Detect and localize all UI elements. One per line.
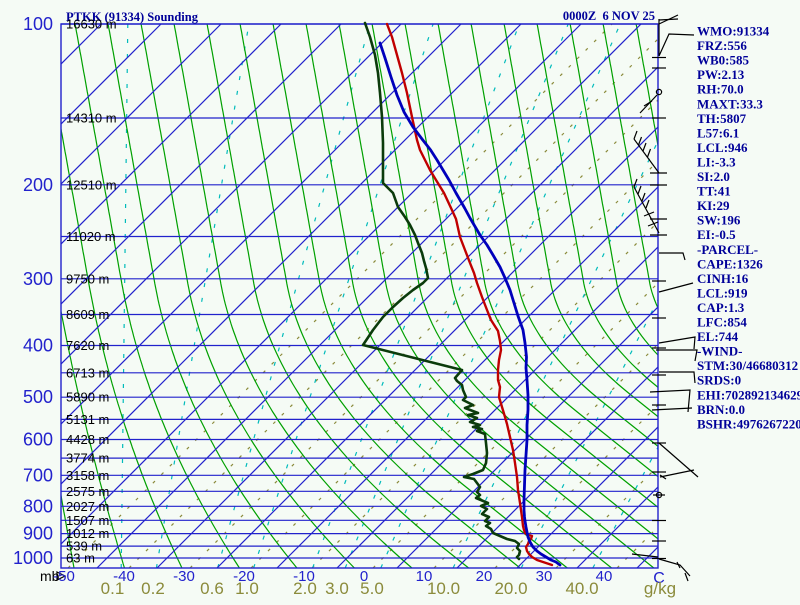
svg-text:10.0: 10.0 [427,579,460,598]
svg-text:12510 m: 12510 m [66,177,117,192]
svg-text:3774 m: 3774 m [66,451,109,466]
svg-text:L57:6.1: L57:6.1 [697,125,739,140]
svg-text:-30: -30 [173,568,195,585]
svg-text:-WIND-: -WIND- [697,344,743,359]
svg-text:SI:2.0: SI:2.0 [697,169,730,184]
svg-text:RH:70.0: RH:70.0 [697,82,744,97]
svg-text:2.0: 2.0 [293,579,317,598]
svg-text:500: 500 [23,387,53,407]
svg-text:20.0: 20.0 [494,579,527,598]
svg-text:SW:196: SW:196 [697,213,741,228]
svg-text:CAPE:1326: CAPE:1326 [697,256,763,271]
svg-text:PTKK (91334) Sounding: PTKK (91334) Sounding [66,10,199,24]
svg-text:0.6: 0.6 [200,579,224,598]
svg-text:1000: 1000 [13,548,53,568]
svg-text:6713 m: 6713 m [66,365,109,380]
svg-text:14310 m: 14310 m [66,111,117,126]
svg-text:5890 m: 5890 m [66,390,109,405]
svg-text:LFC:854: LFC:854 [697,315,747,330]
svg-text:KI:29: KI:29 [697,198,730,213]
svg-text:0: 0 [360,568,368,585]
svg-text:EI:-0.5: EI:-0.5 [697,227,736,242]
svg-text:4428 m: 4428 m [66,432,109,447]
svg-text:10: 10 [416,568,433,585]
svg-text:-10: -10 [293,568,315,585]
svg-text:30: 30 [536,568,553,585]
svg-text:3158 m: 3158 m [66,468,109,483]
svg-text:0000Z 6 NOV 25: 0000Z 6 NOV 25 [563,9,655,23]
svg-text:1.0: 1.0 [235,579,259,598]
svg-text:LCL:919: LCL:919 [697,285,748,300]
svg-text:300: 300 [23,269,53,289]
svg-text:40: 40 [596,568,613,585]
svg-text:EHI:70289213462928: EHI:70289213462928 [697,387,800,402]
svg-text:11020 m: 11020 m [66,229,116,244]
svg-text:mb: mb [40,568,60,584]
svg-text:800: 800 [23,496,53,516]
svg-text:5.0: 5.0 [360,579,384,598]
svg-text:40.0: 40.0 [565,579,598,598]
svg-text:SRDS:0: SRDS:0 [697,373,741,388]
svg-text:20: 20 [476,568,493,585]
svg-text:1507 m: 1507 m [66,513,109,528]
svg-text:-40: -40 [113,568,135,585]
svg-text:9750 m: 9750 m [66,271,109,286]
svg-text:700: 700 [23,465,53,485]
svg-text:16630 m: 16630 m [66,17,117,32]
svg-text:MAXT:33.3: MAXT:33.3 [697,96,763,111]
svg-text:-PARCEL-: -PARCEL- [697,242,758,257]
svg-text:-50: -50 [53,568,75,585]
svg-text:200: 200 [23,175,53,195]
svg-text:400: 400 [23,336,53,356]
svg-text:g/kg: g/kg [644,579,676,598]
svg-text:TH:5807: TH:5807 [697,111,747,126]
svg-text:BRN:0.0: BRN:0.0 [697,402,745,417]
svg-text:0.1: 0.1 [101,579,125,598]
svg-text:PW:2.13: PW:2.13 [697,67,745,82]
svg-text:WMO:91334: WMO:91334 [697,24,770,39]
svg-text:0.2: 0.2 [141,579,165,598]
svg-text:63 m: 63 m [66,551,95,566]
svg-text:FRZ:556: FRZ:556 [697,38,747,53]
svg-text:7620 m: 7620 m [66,338,109,353]
svg-text:TT:41: TT:41 [697,184,731,199]
svg-text:5131 m: 5131 m [66,412,109,427]
svg-text:LI:-3.3: LI:-3.3 [697,154,736,169]
svg-text:LCL:946: LCL:946 [697,140,748,155]
svg-text:600: 600 [23,430,53,450]
svg-text:2027 m: 2027 m [66,499,109,514]
svg-text:CAP:1.3: CAP:1.3 [697,300,745,315]
svg-text:STM:30/46680312: STM:30/46680312 [697,358,798,373]
svg-text:900: 900 [23,524,53,544]
svg-text:WB0:585: WB0:585 [697,53,750,68]
svg-text:EL:744: EL:744 [697,329,739,344]
svg-text:3.0: 3.0 [325,579,349,598]
svg-text:CINH:16: CINH:16 [697,271,749,286]
svg-text:1012 m: 1012 m [66,526,109,541]
svg-text:100: 100 [23,14,53,34]
svg-text:2575 m: 2575 m [66,484,109,499]
svg-text:BSHR:49762672207424: BSHR:49762672207424 [697,416,800,431]
svg-text:539 m: 539 m [66,539,102,554]
svg-text:-20: -20 [233,568,255,585]
svg-text:8609 m: 8609 m [66,307,109,322]
svg-text:C: C [653,570,665,587]
